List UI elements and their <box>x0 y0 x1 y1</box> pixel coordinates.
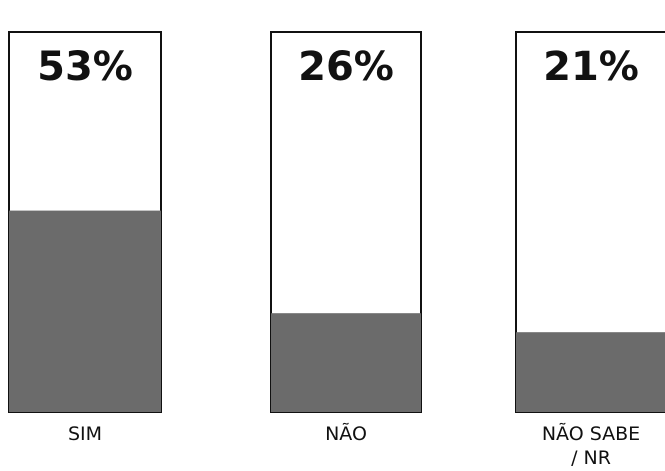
bar-group-sim: 53% SIM <box>8 31 162 445</box>
category-label-nao-sabe-line-2: / NR <box>571 447 611 469</box>
category-label-sim: SIM <box>68 423 102 445</box>
bar-sim <box>9 210 161 412</box>
bar-group-nao-sabe: 21% NÃO SABE/ NR <box>515 31 665 469</box>
bar-group-nao: 26% NÃO <box>270 31 422 445</box>
category-label-nao: NÃO <box>325 422 367 445</box>
bar-nao-sabe <box>516 332 665 412</box>
category-label-nao-sabe-line-1: NÃO SABE <box>542 422 640 445</box>
value-label-nao: 26% <box>298 44 394 90</box>
bar-nao <box>271 313 421 412</box>
value-label-nao-sabe: 21% <box>543 44 639 90</box>
value-label-sim: 53% <box>37 44 133 90</box>
